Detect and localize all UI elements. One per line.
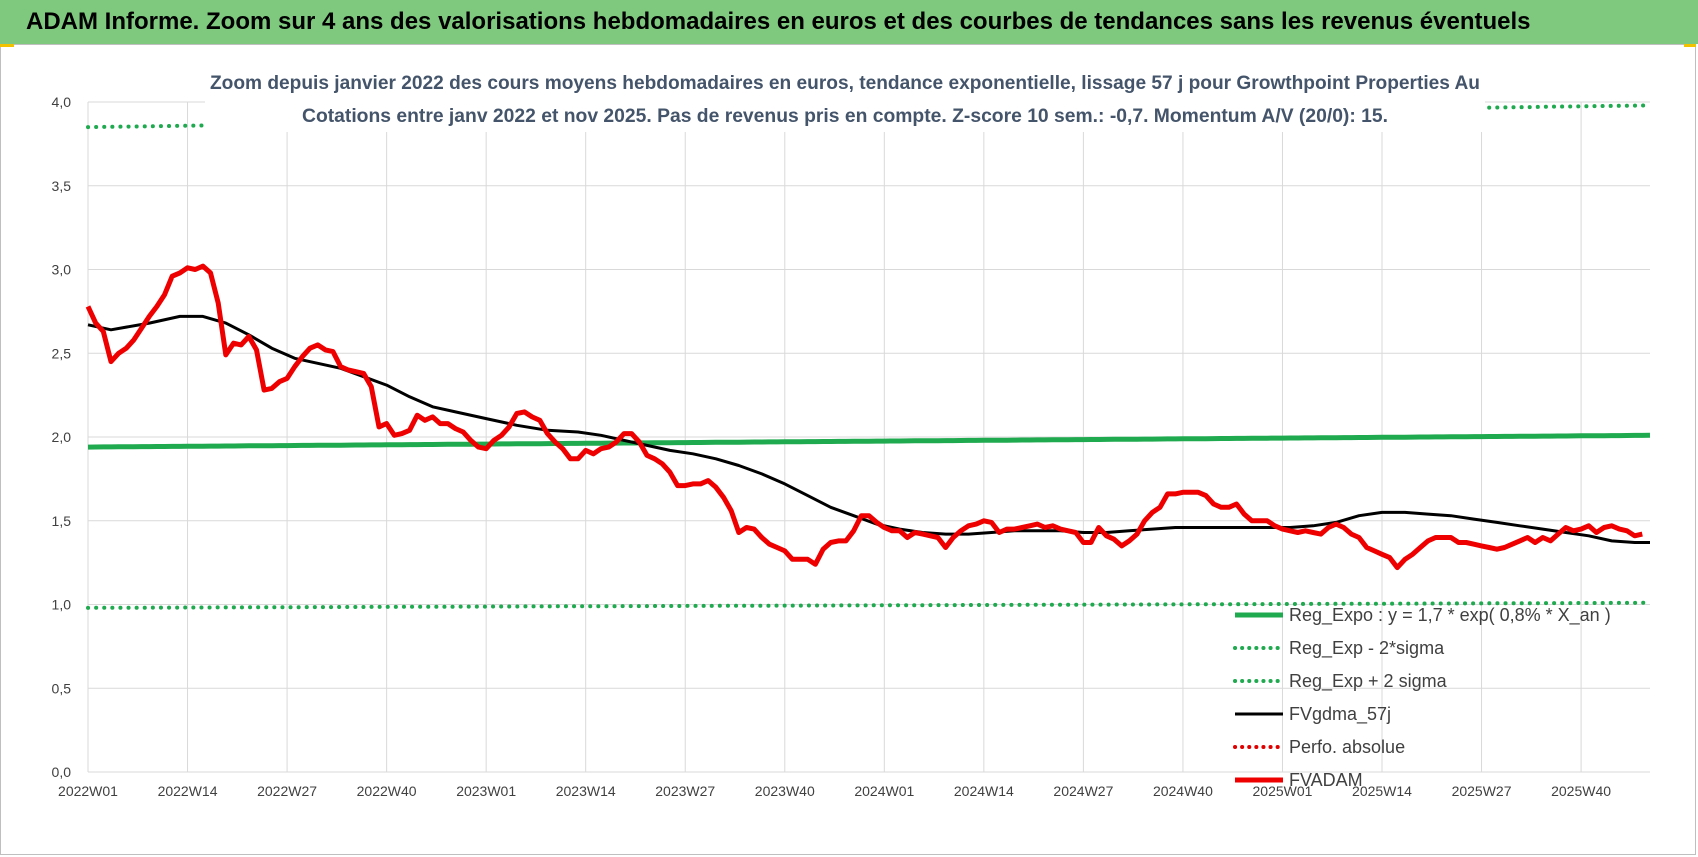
x-tick-label: 2025W01 <box>1253 783 1313 799</box>
x-axis-ticks: 2022W01 2022W14 2022W27 2022W40 2023W01 2023W… <box>58 783 1611 799</box>
y-tick-label: 1,5 <box>52 513 72 529</box>
series-line-1 <box>86 600 1652 610</box>
x-tick-label: 2024W27 <box>1053 783 1113 799</box>
y-tick-label: 0,5 <box>52 680 72 696</box>
x-tick-label: 2022W01 <box>58 783 118 799</box>
x-tick-label: 2024W14 <box>954 783 1014 799</box>
corner-accent-left <box>0 44 14 47</box>
y-tick-label: 1,0 <box>52 597 72 613</box>
y-tick-label: 0,0 <box>52 764 72 780</box>
chart-title: Zoom depuis janvier 2022 des cours moyen… <box>210 73 1480 94</box>
legend-label: FVADAM <box>1289 770 1363 790</box>
page-title: ADAM Informe. Zoom sur 4 ans des valoris… <box>0 0 1698 44</box>
chart-subtitle: Cotations entre janv 2022 et nov 2025. P… <box>302 106 1388 127</box>
x-tick-label: 2022W14 <box>158 783 218 799</box>
y-tick-label: 4,0 <box>52 94 72 110</box>
x-tick-label: 2024W40 <box>1153 783 1213 799</box>
y-axis-ticks: 0,0 0,5 1,0 1,5 2,0 2,5 3,0 3,5 4,0 <box>52 94 72 780</box>
x-tick-label: 2025W40 <box>1551 783 1611 799</box>
legend-label: Reg_Exp + 2 sigma <box>1289 671 1448 692</box>
x-tick-label: 2023W14 <box>556 783 616 799</box>
series-lines <box>85 103 1652 610</box>
legend-label: Perfo. absolue <box>1289 737 1405 757</box>
x-tick-label: 2023W01 <box>456 783 516 799</box>
x-tick-label: 2023W27 <box>655 783 715 799</box>
corner-accent-right <box>1684 44 1696 47</box>
legend: Reg_Expo : y = 1,7 * exp( 0,8% * X_an ) R… <box>1233 605 1611 790</box>
y-tick-label: 3,5 <box>52 178 72 194</box>
legend-label: Reg_Expo : y = 1,7 * exp( 0,8% * X_an ) <box>1289 605 1611 626</box>
legend-label: FVgdma_57j <box>1289 704 1391 725</box>
series-line-5 <box>85 263 1643 571</box>
y-tick-label: 2,5 <box>52 345 72 361</box>
y-tick-label: 3,0 <box>52 262 72 278</box>
y-tick-label: 2,0 <box>52 429 72 445</box>
x-tick-label: 2024W01 <box>854 783 914 799</box>
line-chart: 0,00,51,01,52,02,53,03,54,0 2022W01 2022W… <box>52 66 1652 799</box>
chart-title-background <box>205 66 1485 132</box>
x-tick-label: 2025W14 <box>1352 783 1412 799</box>
chart-frame <box>0 44 1696 855</box>
x-tick-label: 2023W40 <box>755 783 815 799</box>
series-line-0 <box>87 432 1651 450</box>
legend-label: Reg_Exp - 2*sigma <box>1289 638 1445 659</box>
x-tick-label: 2022W27 <box>257 783 317 799</box>
x-tick-label: 2022W40 <box>357 783 417 799</box>
x-tick-label: 2025W27 <box>1452 783 1512 799</box>
